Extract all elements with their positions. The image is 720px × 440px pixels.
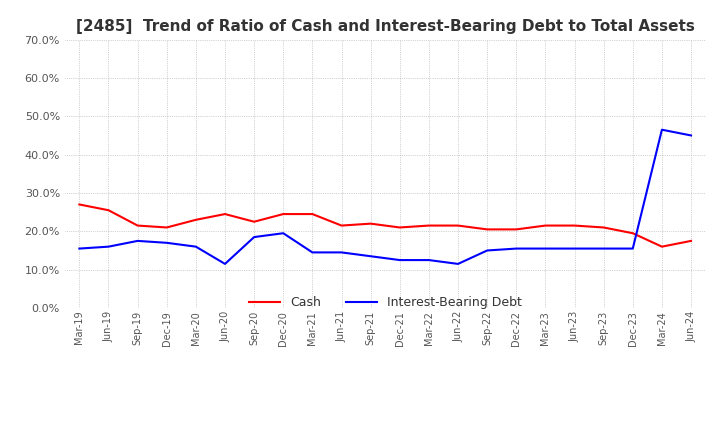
Interest-Bearing Debt	[337, 250, 346, 255]
Interest-Bearing Debt	[220, 261, 229, 267]
Cash	[75, 202, 84, 207]
Interest-Bearing Debt	[163, 240, 171, 246]
Cash	[541, 223, 550, 228]
Cash	[454, 223, 462, 228]
Line: Cash: Cash	[79, 205, 691, 247]
Cash	[133, 223, 142, 228]
Interest-Bearing Debt	[657, 127, 666, 132]
Interest-Bearing Debt	[192, 244, 200, 249]
Cash	[629, 231, 637, 236]
Cash	[483, 227, 492, 232]
Interest-Bearing Debt	[570, 246, 579, 251]
Cash	[687, 238, 696, 244]
Cash	[308, 211, 317, 216]
Cash	[366, 221, 375, 226]
Interest-Bearing Debt	[629, 246, 637, 251]
Interest-Bearing Debt	[483, 248, 492, 253]
Cash	[279, 211, 287, 216]
Interest-Bearing Debt	[75, 246, 84, 251]
Interest-Bearing Debt	[250, 235, 258, 240]
Cash	[163, 225, 171, 230]
Cash	[657, 244, 666, 249]
Interest-Bearing Debt	[425, 257, 433, 263]
Cash	[337, 223, 346, 228]
Interest-Bearing Debt	[395, 257, 404, 263]
Interest-Bearing Debt	[279, 231, 287, 236]
Cash	[395, 225, 404, 230]
Cash	[220, 211, 229, 216]
Interest-Bearing Debt	[308, 250, 317, 255]
Interest-Bearing Debt	[133, 238, 142, 244]
Line: Interest-Bearing Debt: Interest-Bearing Debt	[79, 130, 691, 264]
Cash	[570, 223, 579, 228]
Interest-Bearing Debt	[366, 253, 375, 259]
Cash	[250, 219, 258, 224]
Cash	[425, 223, 433, 228]
Interest-Bearing Debt	[687, 133, 696, 138]
Interest-Bearing Debt	[512, 246, 521, 251]
Title: [2485]  Trend of Ratio of Cash and Interest-Bearing Debt to Total Assets: [2485] Trend of Ratio of Cash and Intere…	[76, 19, 695, 34]
Interest-Bearing Debt	[599, 246, 608, 251]
Interest-Bearing Debt	[104, 244, 113, 249]
Cash	[599, 225, 608, 230]
Cash	[192, 217, 200, 223]
Cash	[104, 208, 113, 213]
Cash	[512, 227, 521, 232]
Interest-Bearing Debt	[541, 246, 550, 251]
Legend: Cash, Interest-Bearing Debt: Cash, Interest-Bearing Debt	[243, 290, 528, 315]
Interest-Bearing Debt	[454, 261, 462, 267]
